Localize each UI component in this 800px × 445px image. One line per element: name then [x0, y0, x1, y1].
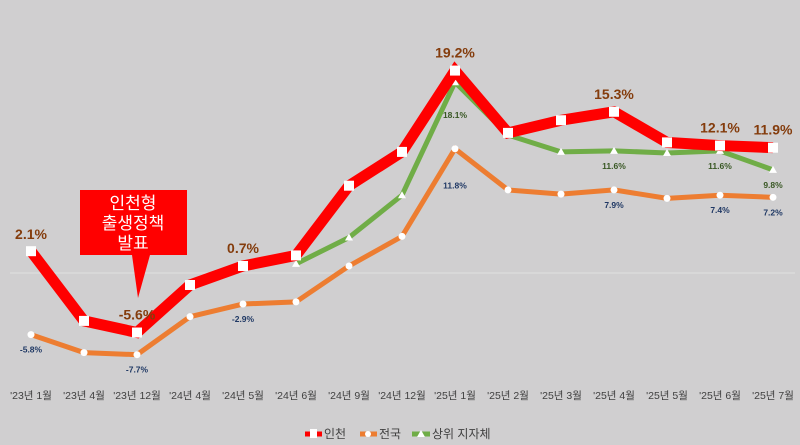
annotation-callout: 인천형 출생정책 발표 — [80, 190, 187, 298]
data-point — [26, 246, 36, 257]
data-point — [503, 127, 513, 138]
data-point — [504, 186, 512, 194]
data-point — [186, 313, 194, 321]
data-label: -5.6% — [119, 307, 156, 323]
square-marker-icon — [310, 429, 317, 438]
data-point — [557, 190, 565, 198]
data-point — [292, 298, 300, 306]
data-label: 7.4% — [710, 205, 730, 215]
x-tick-label: '24년 4월 — [169, 390, 211, 402]
data-label: 9.8% — [763, 180, 783, 190]
data-label: 11.6% — [708, 161, 732, 171]
data-label: 11.6% — [602, 161, 626, 171]
legend-label: 인천 — [324, 426, 346, 441]
data-point — [185, 279, 195, 290]
data-label: 11.8% — [443, 181, 467, 191]
x-tick-label: '24년 12월 — [378, 390, 426, 402]
data-label: -5.8% — [20, 345, 43, 355]
triangle-marker-icon — [417, 430, 425, 437]
data-point — [663, 194, 671, 202]
data-point — [769, 193, 777, 201]
data-label: -2.9% — [232, 314, 255, 324]
data-point — [80, 349, 88, 357]
legend: 인천 전국 상위 지자체 — [305, 426, 491, 441]
x-tick-label: '23년 1월 — [10, 390, 52, 402]
data-label: 15.3% — [594, 86, 634, 102]
callout-line-1: 인천형 — [110, 194, 157, 213]
data-label: -7.7% — [126, 365, 149, 375]
data-point — [397, 146, 407, 157]
data-point — [663, 148, 671, 156]
data-point — [345, 262, 353, 270]
x-tick-label: '23년 12월 — [113, 390, 161, 402]
callout-shape — [80, 190, 187, 298]
x-tick-label: '23년 4월 — [63, 390, 105, 402]
data-point — [239, 300, 247, 308]
data-point — [79, 315, 89, 326]
data-point — [610, 186, 618, 194]
data-point — [398, 191, 406, 199]
x-tick-label: '24년 5월 — [222, 390, 264, 402]
data-point — [610, 146, 618, 154]
data-point — [609, 106, 619, 117]
data-point — [345, 233, 353, 241]
circle-marker-icon — [365, 431, 371, 437]
data-point — [716, 191, 724, 199]
data-label: 7.9% — [604, 200, 624, 210]
x-tick-label: '25년 4월 — [593, 390, 635, 402]
series-line-2 — [294, 77, 774, 267]
data-label: 2.1% — [15, 226, 47, 242]
data-point — [292, 259, 300, 267]
data-label: 0.7% — [227, 240, 259, 256]
x-tick-label: '25년 5월 — [646, 390, 688, 402]
data-point — [556, 115, 566, 126]
callout-line-2: 출생정책 — [102, 214, 165, 233]
data-point — [768, 142, 778, 153]
x-tick-label: '24년 6월 — [275, 390, 317, 402]
x-tick-label: '24년 9월 — [328, 390, 370, 402]
legend-label: 전국 — [379, 427, 401, 441]
x-tick-label: '25년 7월 — [752, 390, 794, 402]
x-tick-label: '25년 2월 — [487, 390, 529, 402]
legend-item-national[interactable]: 전국 — [360, 427, 401, 441]
data-label: 19.2% — [435, 45, 475, 61]
data-point — [450, 65, 460, 76]
x-tick-label: '25년 1월 — [434, 390, 476, 402]
data-point — [662, 137, 672, 148]
data-label: 11.9% — [754, 122, 793, 138]
data-point — [769, 165, 777, 173]
legend-label: 상위 지자체 — [432, 427, 491, 441]
data-point — [238, 260, 248, 271]
data-point — [451, 145, 459, 153]
data-label: 18.1% — [443, 110, 468, 120]
data-point — [27, 331, 35, 339]
data-point — [557, 147, 565, 155]
data-point — [715, 140, 725, 151]
data-point — [132, 327, 142, 338]
legend-item-incheon[interactable]: 인천 — [305, 426, 346, 441]
x-tick-label: '25년 3월 — [540, 390, 582, 402]
data-label: 12.1% — [700, 120, 740, 136]
x-tick-label: '25년 6월 — [699, 390, 741, 402]
data-point — [291, 250, 301, 261]
callout-line-3: 발표 — [117, 234, 148, 253]
data-point — [344, 180, 354, 191]
data-point — [398, 232, 406, 240]
data-label: 7.2% — [763, 207, 783, 217]
data-point — [133, 351, 141, 359]
legend-item-top-regions[interactable]: 상위 지자체 — [412, 427, 491, 441]
